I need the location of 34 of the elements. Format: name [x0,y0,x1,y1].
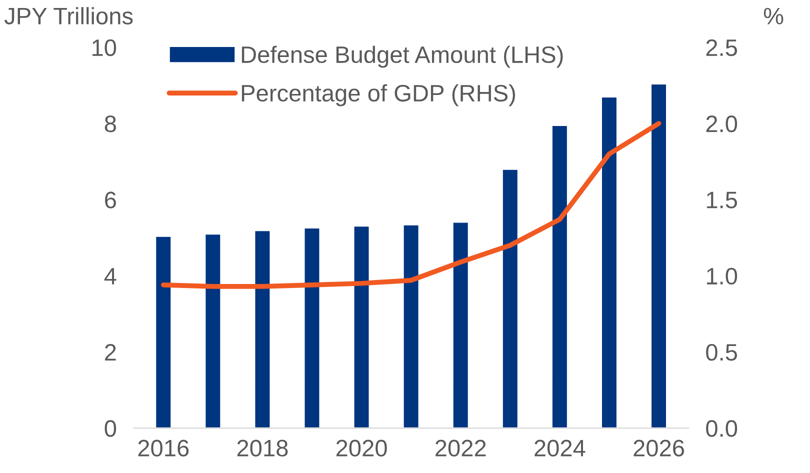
y-axis-title: JPY Trillions [4,7,133,24]
y-tick-label: 6 [105,192,116,208]
x-tick-label: 2022 [436,440,486,457]
y-tick-label: 4 [104,268,116,284]
y2-tick-label: 1.5 [706,192,737,208]
y2-tick-label: 2.5 [706,39,737,56]
bar [303,227,321,428]
bar [551,124,568,428]
y-tick-label: 2 [105,344,116,360]
bar [254,230,272,428]
bar [452,221,470,428]
x-tick-label: 2016 [138,440,189,457]
bar [402,224,420,428]
bar [650,83,668,428]
bar [154,235,172,428]
y2-tick-label: 1.0 [706,268,738,285]
y-tick-label: 10 [92,39,116,56]
x-tick-label: 2026 [634,440,684,457]
x-tick-label: 2020 [336,440,387,457]
bar [204,233,222,428]
y2-tick-label: 0.5 [706,344,737,361]
bar [352,225,370,428]
x-tick-label: 2024 [534,440,586,457]
y2-tick-label: 2.0 [706,116,738,132]
legend-label: Defense Budget Amount (LHS) [242,46,563,68]
y2-axis-title: % [764,8,784,24]
bar [502,168,519,428]
bar [600,96,618,428]
legend-label: Percentage of GDP (RHS) [242,84,516,106]
y2-tick-label: 0.0 [706,420,738,437]
line-series [160,121,662,289]
y-tick-label: 8 [104,116,116,132]
y-tick-label: 0 [104,420,116,437]
x-tick-label: 2018 [237,440,288,457]
